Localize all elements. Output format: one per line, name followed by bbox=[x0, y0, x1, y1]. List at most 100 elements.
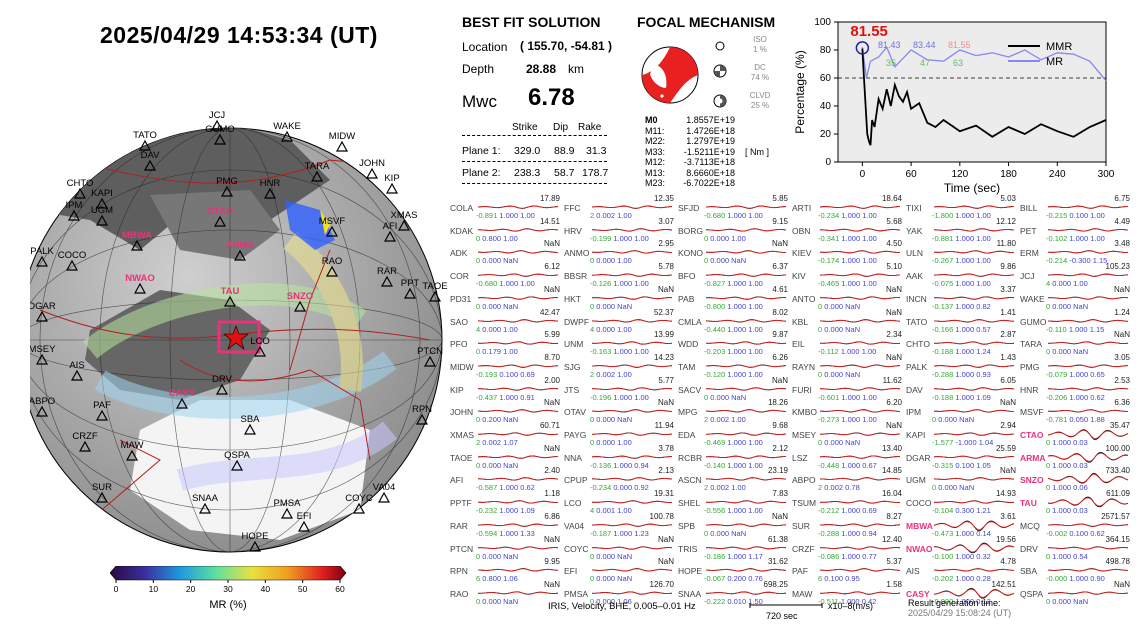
waveform-nna[interactable]: NNA 3.78 -0.136 1.000 0.94 bbox=[564, 444, 674, 470]
waveform-anto[interactable]: ANTO NaN 0 0.000 NaN bbox=[792, 285, 902, 311]
station-arma[interactable]: ARMA bbox=[226, 240, 255, 261]
waveform-sfjd[interactable]: SFJD 5.85 -0.680 1.000 1.00 bbox=[678, 194, 788, 220]
waveform-pfo[interactable]: PFO 5.99 0 0.179 1.00 bbox=[450, 330, 560, 356]
waveform-kiv[interactable]: KIV 5.10 -0.465 1.000 1.00 bbox=[792, 262, 902, 288]
station-mbwa[interactable]: MBWA bbox=[122, 230, 152, 251]
station-drv[interactable]: DRV bbox=[212, 374, 233, 395]
waveform-arti[interactable]: ARTI 18.64 -0.234 1.000 1.00 bbox=[792, 194, 902, 220]
station-midw[interactable]: MIDW bbox=[329, 131, 355, 152]
station-taoe[interactable]: TAOE bbox=[422, 281, 448, 302]
waveform-ipm[interactable]: IPM NaN 0 0.000 NaN bbox=[906, 398, 1016, 424]
waveform-cmla[interactable]: CMLA 8.02 -0.440 1.000 1.00 bbox=[678, 308, 788, 334]
station-coco[interactable]: COCO bbox=[58, 250, 87, 271]
waveform-lco[interactable]: LCO 19.31 4 0.001 1.00 bbox=[564, 489, 674, 515]
station-hope[interactable]: HOPE bbox=[242, 531, 269, 552]
station-lco[interactable]: LCO bbox=[250, 336, 270, 357]
waveform-spb[interactable]: SPB NaN 0 0.000 NaN bbox=[678, 512, 788, 538]
waveform-ffc[interactable]: FFC 12.35 2 0.002 1.00 bbox=[564, 194, 674, 220]
waveform-cor[interactable]: COR 6.12 -0.680 1.000 1.00 bbox=[450, 262, 560, 288]
waveform-anmo[interactable]: ANMO 2.95 0 0.000 1.00 bbox=[564, 239, 674, 265]
waveform-rar[interactable]: RAR 6.86 -0.594 1.000 1.33 bbox=[450, 512, 560, 538]
waveform-tam[interactable]: TAM 6.26 -0.120 1.000 1.00 bbox=[678, 353, 788, 379]
waveform-kiev[interactable]: KIEV 4.50 -0.174 1.000 1.00 bbox=[792, 239, 902, 265]
waveform-obn[interactable]: OBN 5.68 -0.341 1.000 1.00 bbox=[792, 217, 902, 243]
waveform-abpo[interactable]: ABPO 14.85 2 0.002 0.78 bbox=[792, 466, 902, 492]
waveform-wdd[interactable]: WDD 9.87 -0.203 1.000 1.00 bbox=[678, 330, 788, 356]
waveform-dwpf[interactable]: DWPF 52.37 4 0.000 1.00 bbox=[564, 308, 674, 334]
station-abpo[interactable]: ABPO bbox=[30, 396, 55, 417]
station-wake[interactable]: WAKE bbox=[273, 121, 301, 142]
waveform-maw[interactable]: MAW 1.58 -0.511 1.000 0.42 bbox=[792, 580, 902, 606]
waveform-qspa[interactable]: QSPA NaN 0 0.000 NaN bbox=[1020, 580, 1130, 606]
station-tara[interactable]: TARA bbox=[305, 161, 330, 182]
waveform-rao[interactable]: RAO NaN 0 0.000 NaN bbox=[450, 580, 560, 606]
waveform-yak[interactable]: YAK 12.12 -0.881 1.000 1.00 bbox=[906, 217, 1016, 243]
station-snaa[interactable]: SNAA bbox=[192, 493, 219, 514]
mr-time-chart[interactable]: 0 60 120 180 240 300 0 20 40 60 80 100 Time (sec) Per… bbox=[790, 14, 1120, 199]
waveform-sjg[interactable]: SJG 14.23 2 0.002 1.00 bbox=[564, 353, 674, 379]
waveform-tau[interactable]: TAU 611.09 0 1.000 0.03 bbox=[1020, 489, 1130, 515]
station-pmg[interactable]: PMG bbox=[216, 176, 238, 197]
waveform-lsz[interactable]: LSZ 13.40 -0.448 1.000 0.67 bbox=[792, 444, 902, 470]
station-paf[interactable]: PAF bbox=[93, 400, 111, 421]
waveform-erm[interactable]: ERM 3.48 -0.214 -0.300 1.15 bbox=[1020, 239, 1130, 265]
station-snzo[interactable]: SNZO bbox=[287, 291, 313, 312]
waveform-casy[interactable]: CASY 142.51 -0.000 1.000 0.12 bbox=[906, 580, 1016, 606]
waveform-tsum[interactable]: TSUM 16.04 -0.212 1.000 0.69 bbox=[792, 489, 902, 515]
waveform-pd31[interactable]: PD31 NaN 0 0.000 NaN bbox=[450, 285, 560, 311]
globe-map[interactable]: JCJ GUMO TATO WAKE MIDW DAV JOHN TARA CHTO KIP PMG… bbox=[30, 100, 450, 570]
station-sba[interactable]: SBA bbox=[240, 414, 260, 435]
waveform-kono[interactable]: KONO NaN 0 0.000 NaN bbox=[678, 239, 788, 265]
waveform-tris[interactable]: TRIS 61.38 -0.186 1.000 1.17 bbox=[678, 535, 788, 561]
waveform-otav[interactable]: OTAV NaN 0 0.000 NaN bbox=[564, 398, 674, 424]
waveform-afi[interactable]: AFI 2.40 -0.587 1.000 0.62 bbox=[450, 466, 560, 492]
waveform-dgar[interactable]: DGAR 25.59 -0.315 0.100 1.05 bbox=[906, 444, 1016, 470]
waveform-xmas[interactable]: XMAS 60.71 2 0.002 1.07 bbox=[450, 421, 560, 447]
waveform-john[interactable]: JOHN NaN 0 0.200 NaN bbox=[450, 398, 560, 424]
waveform-sacv[interactable]: SACV NaN 0 0.000 NaN bbox=[678, 376, 788, 402]
waveform-nwao[interactable]: NWAO 19.56 -0.100 1.000 0.32 bbox=[906, 535, 1016, 561]
waveform-bbsr[interactable]: BBSR 5.78 -0.126 1.000 1.00 bbox=[564, 262, 674, 288]
waveform-arma[interactable]: ARMA 100.00 0 1.000 0.03 bbox=[1020, 444, 1130, 470]
waveform-shel[interactable]: SHEL 7.83 -0.556 1.000 1.00 bbox=[678, 489, 788, 515]
station-efi[interactable]: EFI bbox=[297, 511, 312, 532]
waveform-jts[interactable]: JTS 5.77 -0.196 1.000 1.00 bbox=[564, 376, 674, 402]
station-kapi[interactable]: KAPI bbox=[91, 188, 113, 209]
waveform-hnr[interactable]: HNR 2.53 -0.206 1.000 0.62 bbox=[1020, 376, 1130, 402]
waveform-coyc[interactable]: COYC NaN 0 0.000 NaN bbox=[564, 535, 674, 561]
station-ptcn[interactable]: PTCN bbox=[417, 346, 443, 367]
waveform-taoe[interactable]: TAOE NaN 0 0.000 NaN bbox=[450, 444, 560, 470]
waveform-uln[interactable]: ULN 11.80 -0.267 1.000 1.00 bbox=[906, 239, 1016, 265]
waveform-msvf[interactable]: MSVF 6.36 -0.781 0.050 1.88 bbox=[1020, 398, 1130, 424]
waveform-palk[interactable]: PALK 1.43 -0.288 1.000 0.93 bbox=[906, 353, 1016, 379]
station-tato[interactable]: TATO bbox=[133, 130, 157, 151]
waveform-midw[interactable]: MIDW 8.70 -0.193 0.100 0.69 bbox=[450, 353, 560, 379]
station-hnr[interactable]: HNR bbox=[260, 178, 281, 199]
waveform-aak[interactable]: AAK 9.86 -0.075 1.000 1.00 bbox=[906, 262, 1016, 288]
waveform-sao[interactable]: SAO 42.47 4 0.000 1.00 bbox=[450, 308, 560, 334]
station-msvf[interactable]: MSVF bbox=[319, 216, 346, 237]
waveform-ugm[interactable]: UGM NaN 0 0.000 NaN bbox=[906, 466, 1016, 492]
waveform-sur[interactable]: SUR 8.27 -0.288 1.000 0.94 bbox=[792, 512, 902, 538]
waveform-efi[interactable]: EFI NaN 0 0.000 NaN bbox=[564, 557, 674, 583]
waveform-unm[interactable]: UNM 13.99 -0.163 1.000 1.00 bbox=[564, 330, 674, 356]
waveform-cpup[interactable]: CPUP 2.13 -0.234 0.000 0.92 bbox=[564, 466, 674, 492]
waveform-rayn[interactable]: RAYN NaN 0 0.000 NaN bbox=[792, 353, 902, 379]
waveform-furi[interactable]: FURI 11.62 -0.601 1.000 1.00 bbox=[792, 376, 902, 402]
waveform-eil[interactable]: EIL 2.34 -0.112 1.000 1.00 bbox=[792, 330, 902, 356]
waveform-adk[interactable]: ADK NaN 0 0.000 NaN bbox=[450, 239, 560, 265]
waveform-tixi[interactable]: TIXI 5.03 -1.800 1.000 1.00 bbox=[906, 194, 1016, 220]
station-rao[interactable]: RAO bbox=[322, 256, 343, 277]
station-john[interactable]: JOHN bbox=[359, 158, 385, 179]
waveform-pmg[interactable]: PMG 3.05 -0.079 1.000 0.65 bbox=[1020, 353, 1130, 379]
station-chto[interactable]: CHTO bbox=[67, 178, 94, 199]
waveform-dav[interactable]: DAV 6.05 -0.188 1.000 1.09 bbox=[906, 376, 1016, 402]
station-coyc[interactable]: COYC bbox=[345, 493, 373, 514]
waveform-va04[interactable]: VA04 100.78 -0.187 1.000 1.23 bbox=[564, 512, 674, 538]
waveform-jcj[interactable]: JCJ 105.23 4 0.000 1.00 bbox=[1020, 262, 1130, 288]
waveform-coco[interactable]: COCO 14.93 -0.104 0.300 1.21 bbox=[906, 489, 1016, 515]
waveform-ascn[interactable]: ASCN 23.19 2 0.002 1.00 bbox=[678, 466, 788, 492]
station-afi[interactable]: AFI bbox=[383, 221, 398, 242]
waveform-tato[interactable]: TATO 1.41 -0.166 1.000 0.57 bbox=[906, 308, 1016, 334]
station-ipm[interactable]: IPM bbox=[66, 200, 83, 221]
